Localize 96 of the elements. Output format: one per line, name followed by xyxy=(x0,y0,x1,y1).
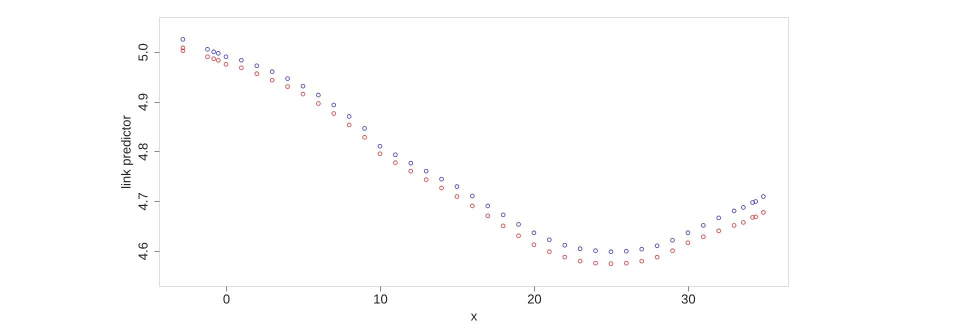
x-tick-label: 10 xyxy=(373,292,388,306)
point xyxy=(362,135,367,140)
point xyxy=(285,76,290,81)
point xyxy=(378,151,382,156)
x-tick-label: 0 xyxy=(222,292,230,306)
x-axis-title: x xyxy=(470,308,478,324)
point xyxy=(732,208,736,214)
point xyxy=(761,210,766,215)
point xyxy=(547,249,552,254)
point xyxy=(716,216,721,220)
y-tick-label: 5.0 xyxy=(136,43,150,62)
point xyxy=(639,258,644,264)
point xyxy=(532,230,536,236)
point xyxy=(608,261,614,266)
point xyxy=(608,249,614,254)
point xyxy=(180,48,186,54)
y-axis-title: link predictor xyxy=(118,114,134,189)
point xyxy=(211,56,216,62)
point xyxy=(254,63,260,68)
point xyxy=(670,248,675,253)
y-tick-label: 4.9 xyxy=(136,92,150,112)
point xyxy=(216,58,221,63)
point xyxy=(741,205,746,210)
point xyxy=(393,160,398,165)
point xyxy=(424,168,428,174)
y-tick-label: 4.6 xyxy=(136,242,150,260)
point xyxy=(470,194,475,198)
point xyxy=(216,51,221,56)
point xyxy=(686,240,690,246)
point xyxy=(593,260,598,266)
point xyxy=(624,260,629,266)
point xyxy=(750,215,755,220)
point xyxy=(753,199,758,204)
point xyxy=(439,176,444,182)
point xyxy=(239,65,244,70)
point xyxy=(470,204,475,208)
y-tick-label: 4.8 xyxy=(136,142,150,161)
point xyxy=(346,122,352,128)
point xyxy=(180,37,186,42)
point xyxy=(331,111,336,116)
point xyxy=(516,234,521,238)
point xyxy=(239,58,244,63)
point xyxy=(439,186,444,190)
point xyxy=(578,246,582,251)
point xyxy=(224,54,228,60)
x-tick-label: 20 xyxy=(527,292,542,306)
point xyxy=(500,212,506,218)
point xyxy=(753,214,758,220)
point xyxy=(562,242,568,248)
point xyxy=(732,223,736,228)
point xyxy=(211,50,216,54)
point xyxy=(300,84,306,88)
point xyxy=(639,246,644,252)
point xyxy=(424,177,428,182)
point xyxy=(654,243,660,248)
point xyxy=(532,242,536,247)
point xyxy=(331,102,336,108)
point xyxy=(346,114,352,119)
point xyxy=(362,126,367,131)
point xyxy=(701,234,706,240)
point xyxy=(285,84,290,89)
point xyxy=(761,194,766,199)
point xyxy=(316,101,321,106)
point xyxy=(378,144,382,149)
point xyxy=(562,254,568,260)
point xyxy=(654,254,660,260)
point xyxy=(393,152,398,157)
point xyxy=(741,220,746,225)
point xyxy=(408,160,414,166)
point xyxy=(516,222,521,227)
point xyxy=(701,223,706,228)
point xyxy=(716,228,721,234)
point xyxy=(205,47,210,52)
point xyxy=(224,62,228,67)
x-tick-label: 30 xyxy=(681,292,696,306)
point xyxy=(578,258,582,264)
point xyxy=(593,248,598,253)
point xyxy=(500,224,506,228)
point xyxy=(316,92,321,98)
point xyxy=(750,200,755,205)
point xyxy=(205,54,210,60)
point xyxy=(180,46,186,50)
point xyxy=(686,230,690,236)
point xyxy=(270,78,274,82)
point xyxy=(254,71,260,76)
point xyxy=(300,92,306,96)
point xyxy=(670,238,675,243)
point xyxy=(270,69,274,74)
point xyxy=(408,168,414,174)
point xyxy=(485,204,490,208)
point xyxy=(547,237,552,242)
point xyxy=(624,248,629,254)
point xyxy=(454,184,460,189)
point xyxy=(454,194,460,199)
point xyxy=(485,214,490,218)
y-tick-label: 4.7 xyxy=(136,192,150,211)
